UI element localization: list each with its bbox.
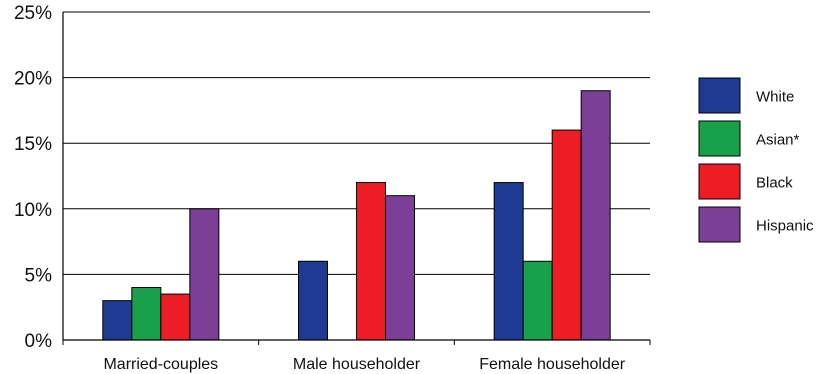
bar-married-couples-asian — [131, 287, 162, 341]
bar-female-householder-asian — [522, 260, 553, 341]
bar-married-couples-white — [102, 300, 133, 341]
y-tick-label: 0% — [25, 331, 53, 352]
legend-swatch-hispanic — [698, 206, 741, 243]
legend-label-asian: Asian* — [756, 132, 800, 149]
x-axis-labels: Married-couples Male householder Female ho… — [103, 356, 625, 373]
bar-married-couples-hispanic — [189, 208, 220, 341]
y-tick-label: 15% — [14, 134, 52, 155]
legend-label-white: White — [756, 89, 794, 106]
legend-label-hispanic: Hispanic — [756, 218, 814, 235]
bar-male-householder-hispanic — [385, 195, 415, 341]
bars — [102, 90, 611, 341]
x-category-label: Married-couples — [103, 356, 218, 373]
legend: White Asian* Black Hispanic — [698, 77, 814, 243]
bar-married-couples-black — [160, 293, 191, 341]
legend-swatch-asian — [698, 120, 741, 157]
x-category-label: Male householder — [293, 356, 421, 373]
bar-female-householder-hispanic — [580, 90, 611, 341]
bar-female-householder-white — [493, 182, 524, 341]
bar-female-householder-black — [551, 129, 582, 341]
y-tick-label: 25% — [14, 3, 52, 24]
legend-swatch-white — [698, 77, 741, 114]
bar-male-householder-black — [356, 182, 386, 341]
legend-swatch-black — [698, 163, 741, 200]
y-tick-label: 10% — [14, 200, 52, 221]
y-axis-ticks: 0% 5% 10% 15% 20% 25% — [14, 3, 52, 352]
axes — [62, 12, 651, 345]
y-tick-label: 5% — [25, 265, 53, 286]
y-tick-label: 20% — [14, 69, 52, 90]
legend-label-black: Black — [756, 175, 793, 192]
x-category-label: Female householder — [479, 356, 626, 373]
bar-male-householder-white — [298, 260, 328, 341]
